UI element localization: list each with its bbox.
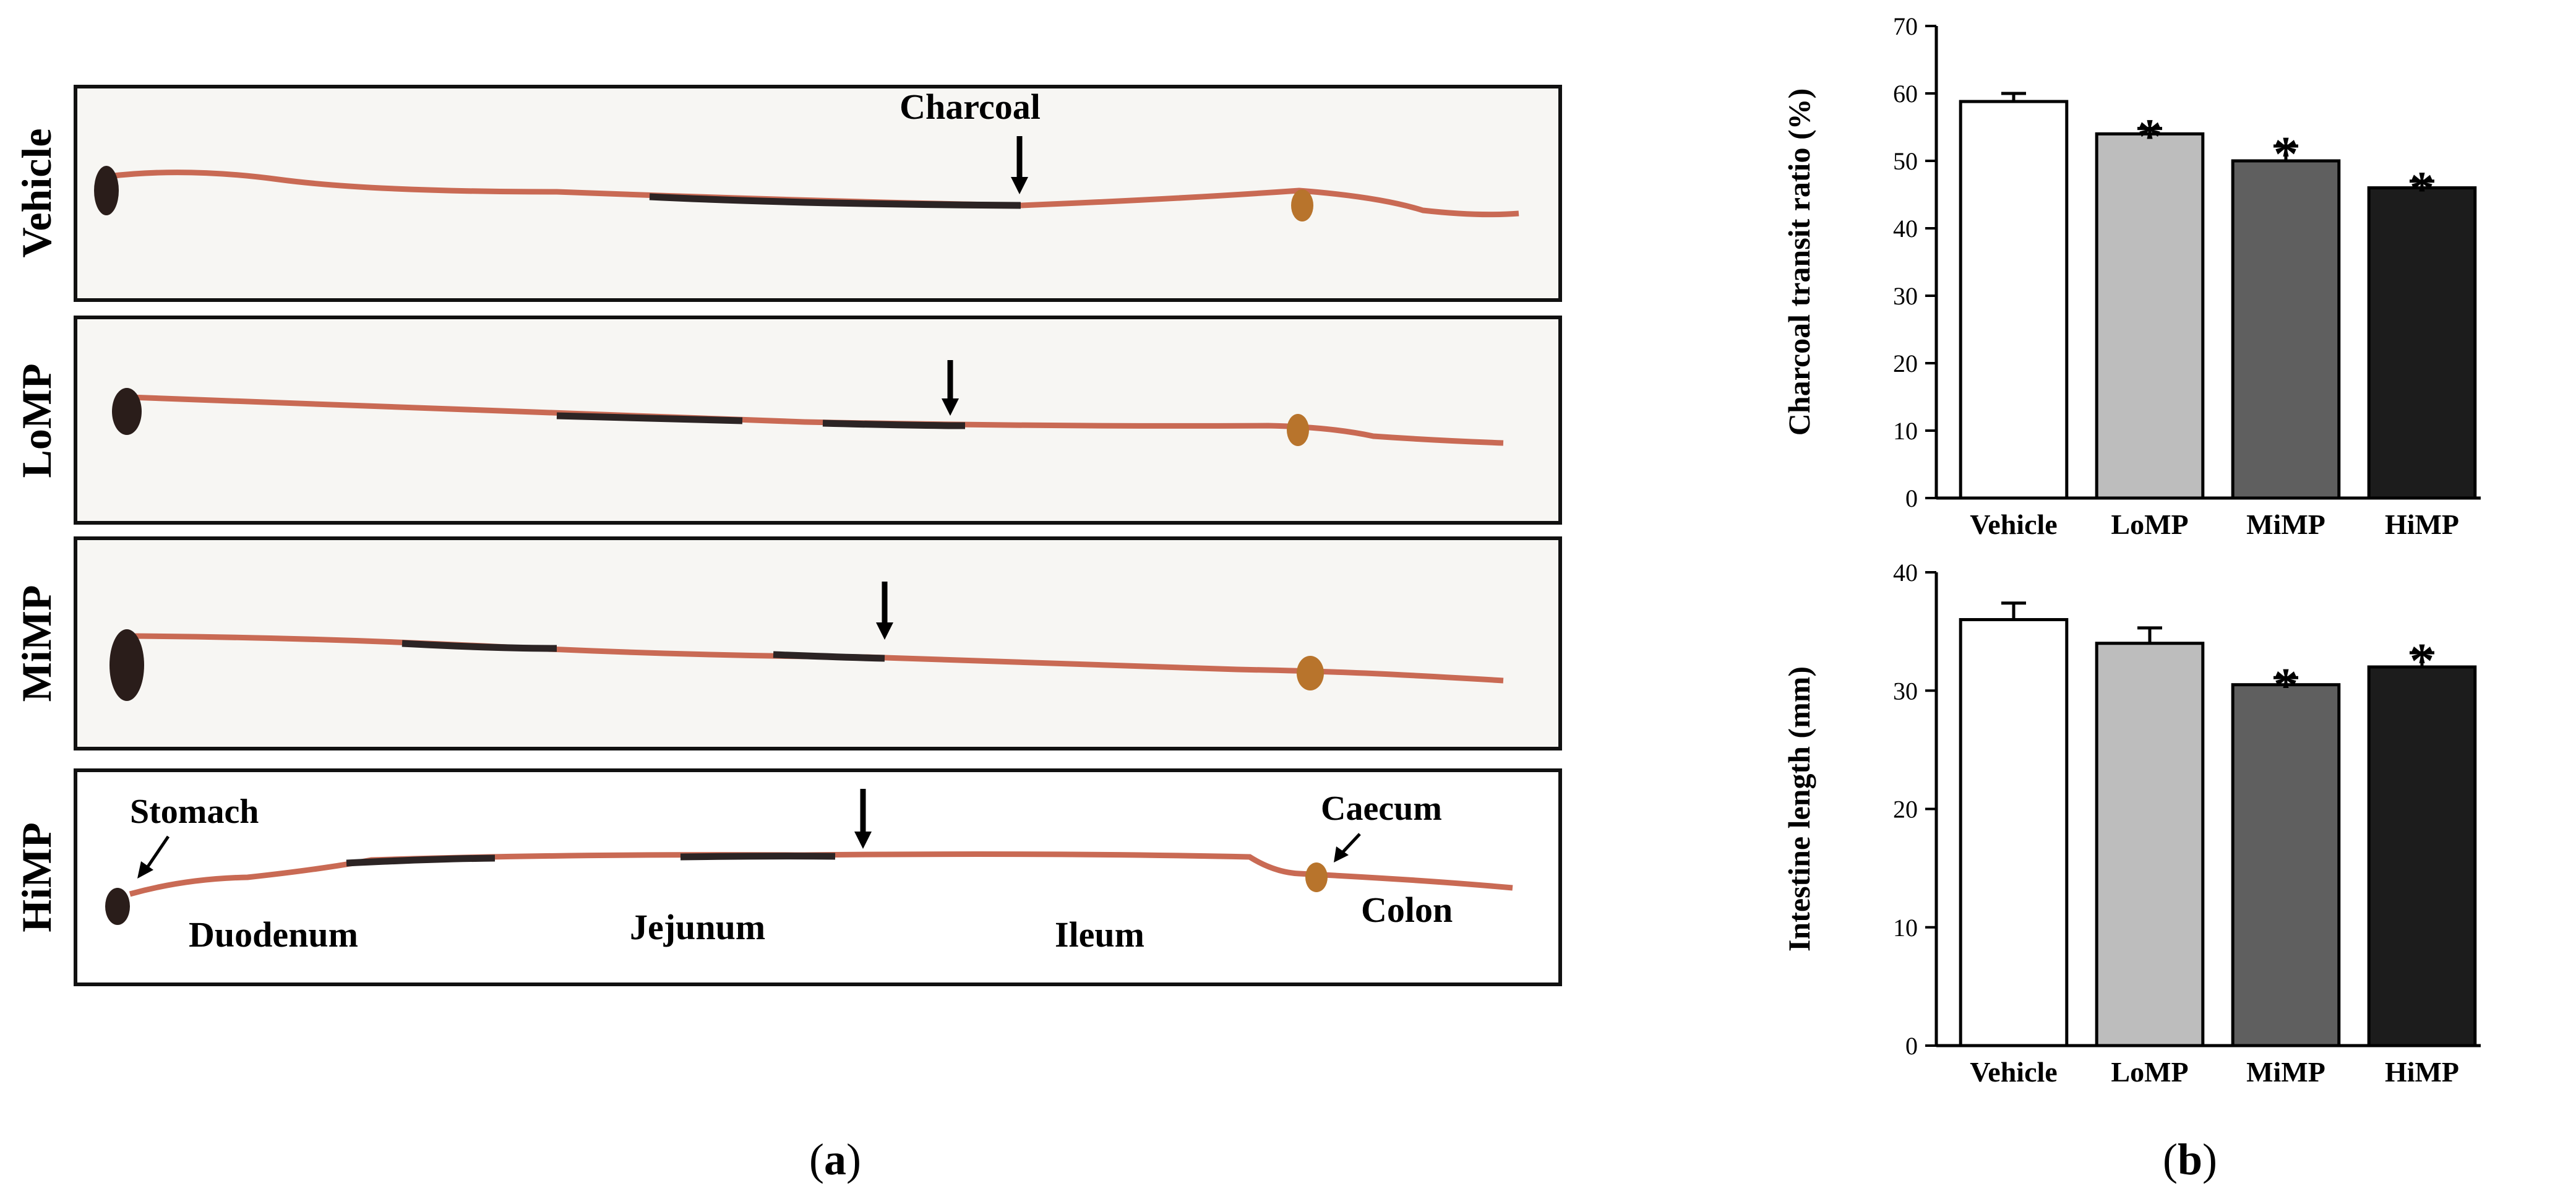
photo-row-vehicle: Charcoal bbox=[74, 85, 1562, 302]
y-tick-label: 0 bbox=[1905, 1032, 1918, 1060]
caecum-arrow bbox=[1340, 833, 1361, 855]
bar-lomp bbox=[2095, 642, 2205, 1047]
y-tick-label: 20 bbox=[1893, 350, 1918, 377]
significance-star: * bbox=[2410, 634, 2434, 689]
chart-charcoal-transit: 0 10 20 30 40 50 60 70 Charcoal transit ratio (%… bbox=[1782, 12, 2481, 540]
stomach bbox=[105, 888, 130, 925]
label-charcoal: Charcoal bbox=[899, 87, 1041, 127]
photo-row-mimp bbox=[74, 536, 1562, 750]
charcoal-arrow-head bbox=[854, 832, 872, 849]
category-label: LoMP bbox=[2111, 509, 2188, 540]
y-tick-label: 60 bbox=[1893, 80, 1918, 108]
bar-lomp bbox=[2095, 132, 2205, 500]
photo-row-himp: Stomach Caecum Duodenum Jejunum Ileum Co… bbox=[74, 768, 1562, 986]
panel-a: Charcoal bbox=[13, 85, 1562, 1184]
label-caecum: Caecum bbox=[1321, 789, 1442, 828]
charcoal-segment bbox=[556, 412, 966, 429]
y-tick-label: 50 bbox=[1893, 147, 1918, 175]
stomach bbox=[112, 388, 142, 435]
bar-vehicle bbox=[1959, 618, 2069, 1047]
y-tick-label: 40 bbox=[1893, 559, 1918, 587]
stomach bbox=[109, 629, 144, 701]
significance-star: * bbox=[2410, 163, 2434, 217]
row-label-lomp: LoMP bbox=[13, 363, 60, 478]
category-label: MiMP bbox=[2246, 509, 2325, 540]
caecum bbox=[1297, 656, 1324, 690]
charcoal-segment bbox=[649, 193, 1021, 209]
label-colon: Colon bbox=[1361, 890, 1453, 930]
label-ileum: Ileum bbox=[1055, 914, 1144, 955]
charcoal-arrow-head bbox=[1011, 177, 1028, 194]
row-label-mimp: MiMP bbox=[13, 585, 60, 702]
significance-star: * bbox=[2273, 127, 2298, 182]
chart-intestine-length: 0 10 20 30 40 Intestine length (mm) Vehicle LoM… bbox=[1782, 559, 2481, 1088]
category-label: Vehicle bbox=[1970, 509, 2057, 540]
y-axis-label: Intestine length (mm) bbox=[1782, 666, 1816, 952]
significance-star: * bbox=[2137, 110, 2162, 165]
bar-himp bbox=[2367, 665, 2477, 1047]
bar-mimp bbox=[2231, 683, 2341, 1047]
bar-mimp bbox=[2231, 159, 2341, 500]
y-tick-label: 70 bbox=[1893, 12, 1918, 40]
label-stomach: Stomach bbox=[130, 793, 259, 831]
caecum bbox=[1287, 414, 1309, 446]
category-label: MiMP bbox=[2246, 1056, 2325, 1088]
significance-star: * bbox=[2273, 659, 2298, 713]
y-tick-label: 0 bbox=[1905, 484, 1918, 512]
label-jejunum: Jejunum bbox=[630, 907, 765, 947]
photo-frame bbox=[74, 536, 1562, 750]
row-label-vehicle: Vehicle bbox=[13, 128, 60, 257]
charcoal-arrow-head bbox=[876, 622, 893, 640]
caecum bbox=[1305, 862, 1328, 892]
intestine bbox=[129, 633, 1504, 684]
y-tick-label: 20 bbox=[1893, 796, 1918, 823]
y-tick-label: 30 bbox=[1893, 282, 1918, 310]
y-tick-label: 40 bbox=[1893, 215, 1918, 243]
row-label-himp: HiMP bbox=[13, 822, 60, 932]
y-tick-label: 10 bbox=[1893, 417, 1918, 445]
stomach-arrow-head bbox=[137, 861, 153, 879]
bar-himp bbox=[2367, 186, 2477, 500]
stomach-arrow bbox=[144, 835, 170, 871]
caption-a: (a) bbox=[809, 1135, 861, 1184]
charcoal-segment bbox=[346, 853, 836, 867]
caecum bbox=[1291, 189, 1313, 221]
bar-vehicle bbox=[1959, 100, 2069, 500]
y-axis-label: Charcoal transit ratio (%) bbox=[1782, 88, 1816, 436]
caecum-arrow-head bbox=[1334, 846, 1349, 862]
photo-row-lomp bbox=[74, 316, 1562, 525]
panel-b: 0 10 20 30 40 50 60 70 Charcoal transit ratio (%… bbox=[1782, 12, 2481, 1184]
category-label: LoMP bbox=[2111, 1056, 2188, 1088]
category-label: HiMP bbox=[2385, 509, 2459, 540]
label-duodenum: Duodenum bbox=[189, 914, 358, 955]
caption-b: (b) bbox=[2163, 1135, 2217, 1184]
category-label: HiMP bbox=[2385, 1056, 2459, 1088]
category-label: Vehicle bbox=[1970, 1056, 2057, 1088]
y-tick-label: 30 bbox=[1893, 677, 1918, 705]
y-tick-label: 10 bbox=[1893, 914, 1918, 942]
charcoal-arrow-head bbox=[942, 398, 959, 416]
stomach bbox=[94, 166, 119, 215]
charcoal-segment bbox=[401, 640, 885, 662]
